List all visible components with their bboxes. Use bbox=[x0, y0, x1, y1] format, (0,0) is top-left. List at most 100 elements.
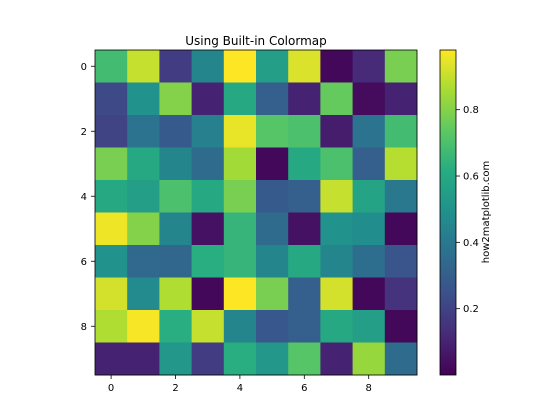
heatmap-cell bbox=[223, 245, 257, 278]
y-tick-label: 6 bbox=[81, 257, 87, 268]
heatmap-cell bbox=[159, 115, 192, 148]
heatmap-cell bbox=[95, 245, 128, 278]
heatmap-cell bbox=[288, 277, 321, 311]
heatmap-cell bbox=[127, 50, 160, 83]
heatmap-cell bbox=[320, 212, 353, 246]
heatmap-cell bbox=[288, 245, 321, 278]
heatmap-cell bbox=[256, 82, 289, 116]
x-tick-label: 2 bbox=[172, 383, 178, 394]
heatmap-cell bbox=[352, 82, 386, 116]
heatmap-cell bbox=[352, 147, 386, 181]
heatmap-cell bbox=[288, 342, 321, 376]
heatmap-cell bbox=[352, 212, 386, 246]
heatmap-cell bbox=[127, 310, 160, 343]
heatmap-cell bbox=[95, 82, 128, 116]
heatmap-cell bbox=[191, 310, 225, 343]
heatmap-cell bbox=[384, 245, 418, 278]
colorbar bbox=[440, 50, 456, 375]
y-axis: 0 2 4 6 8 bbox=[81, 62, 95, 333]
colorbar-axis: 0.2 0.4 0.6 0.8 bbox=[456, 105, 479, 315]
heatmap-cell bbox=[159, 180, 192, 213]
axes-frame bbox=[94, 49, 418, 376]
heatmap-cell bbox=[256, 212, 289, 246]
heatmap-cell bbox=[256, 277, 289, 311]
heatmap-cell bbox=[288, 82, 321, 116]
heatmap-cell bbox=[223, 212, 257, 246]
heatmap-cell bbox=[223, 115, 257, 148]
heatmap-cell bbox=[384, 342, 418, 376]
heatmap-cell bbox=[95, 147, 128, 181]
heatmap-cell bbox=[191, 115, 225, 148]
heatmap-cell bbox=[384, 115, 418, 148]
heatmap-cell bbox=[320, 245, 353, 278]
heatmap-cell bbox=[352, 245, 386, 278]
heatmap-cell bbox=[384, 180, 418, 213]
chart-title: Using Built-in Colormap bbox=[185, 34, 326, 48]
heatmap-cell bbox=[223, 342, 257, 376]
heatmap-cell bbox=[352, 115, 386, 148]
heatmap-cell bbox=[95, 180, 128, 213]
heatmap-cell bbox=[288, 180, 321, 213]
heatmap-cell bbox=[320, 180, 353, 213]
heatmap-cell bbox=[384, 50, 418, 83]
heatmap-cell bbox=[95, 115, 128, 148]
heatmap-cell bbox=[127, 147, 160, 181]
heatmap-cell bbox=[159, 212, 192, 246]
heatmap-cell bbox=[320, 277, 353, 311]
heatmap-cell bbox=[159, 277, 192, 311]
heatmap-cell bbox=[95, 342, 128, 376]
heatmap-cell bbox=[256, 115, 289, 148]
heatmap-cell bbox=[320, 115, 353, 148]
heatmap-cell bbox=[352, 180, 386, 213]
heatmap-cell bbox=[288, 310, 321, 343]
heatmap-cell bbox=[191, 82, 225, 116]
colorbar-tick-label: 0.6 bbox=[463, 172, 479, 183]
heatmap-cell bbox=[127, 82, 160, 116]
colorbar-label: how2matplotlib.com bbox=[481, 161, 492, 263]
heatmap-cell bbox=[159, 147, 192, 181]
heatmap-cell bbox=[191, 212, 225, 246]
heatmap-cell bbox=[256, 180, 289, 213]
x-tick-label: 0 bbox=[108, 383, 114, 394]
heatmap-cell bbox=[127, 180, 160, 213]
heatmap-cell bbox=[159, 342, 192, 376]
heatmap-cell bbox=[159, 310, 192, 343]
heatmap-cell bbox=[256, 310, 289, 343]
heatmap-cell bbox=[384, 310, 418, 343]
heatmap-cell bbox=[288, 212, 321, 246]
heatmap-cell bbox=[127, 212, 160, 246]
heatmap-cell bbox=[256, 147, 289, 181]
heatmap-cell bbox=[320, 50, 353, 83]
heatmap-cell bbox=[191, 180, 225, 213]
heatmap-cell bbox=[95, 50, 128, 83]
heatmap-cell bbox=[352, 310, 386, 343]
y-tick-label: 0 bbox=[81, 62, 87, 73]
heatmap-cell bbox=[223, 50, 257, 83]
heatmap-cell bbox=[288, 115, 321, 148]
y-tick-label: 8 bbox=[81, 322, 87, 333]
heatmap-cell bbox=[191, 245, 225, 278]
heatmap-cell bbox=[384, 277, 418, 311]
heatmap-cell bbox=[384, 147, 418, 181]
heatmap-cell bbox=[127, 245, 160, 278]
heatmap-cell bbox=[352, 277, 386, 311]
heatmap-cell bbox=[127, 277, 160, 311]
heatmap-cell bbox=[223, 82, 257, 116]
heatmap-cell bbox=[223, 310, 257, 343]
heatmap-cell bbox=[352, 50, 386, 83]
colorbar-tick-label: 0.4 bbox=[463, 238, 479, 249]
heatmap-cell bbox=[127, 115, 160, 148]
heatmap-cell bbox=[127, 342, 160, 376]
heatmap-cell bbox=[191, 147, 225, 181]
heatmap-cell bbox=[191, 50, 225, 83]
x-tick-label: 4 bbox=[237, 383, 243, 394]
heatmap-cell bbox=[288, 147, 321, 181]
heatmap-cell bbox=[159, 50, 192, 83]
x-axis: 0 2 4 6 8 bbox=[108, 375, 372, 394]
colorbar-tick-label: 0.8 bbox=[463, 105, 479, 116]
x-tick-label: 8 bbox=[366, 383, 372, 394]
heatmap-cell bbox=[384, 212, 418, 246]
heatmap-cell bbox=[223, 277, 257, 311]
